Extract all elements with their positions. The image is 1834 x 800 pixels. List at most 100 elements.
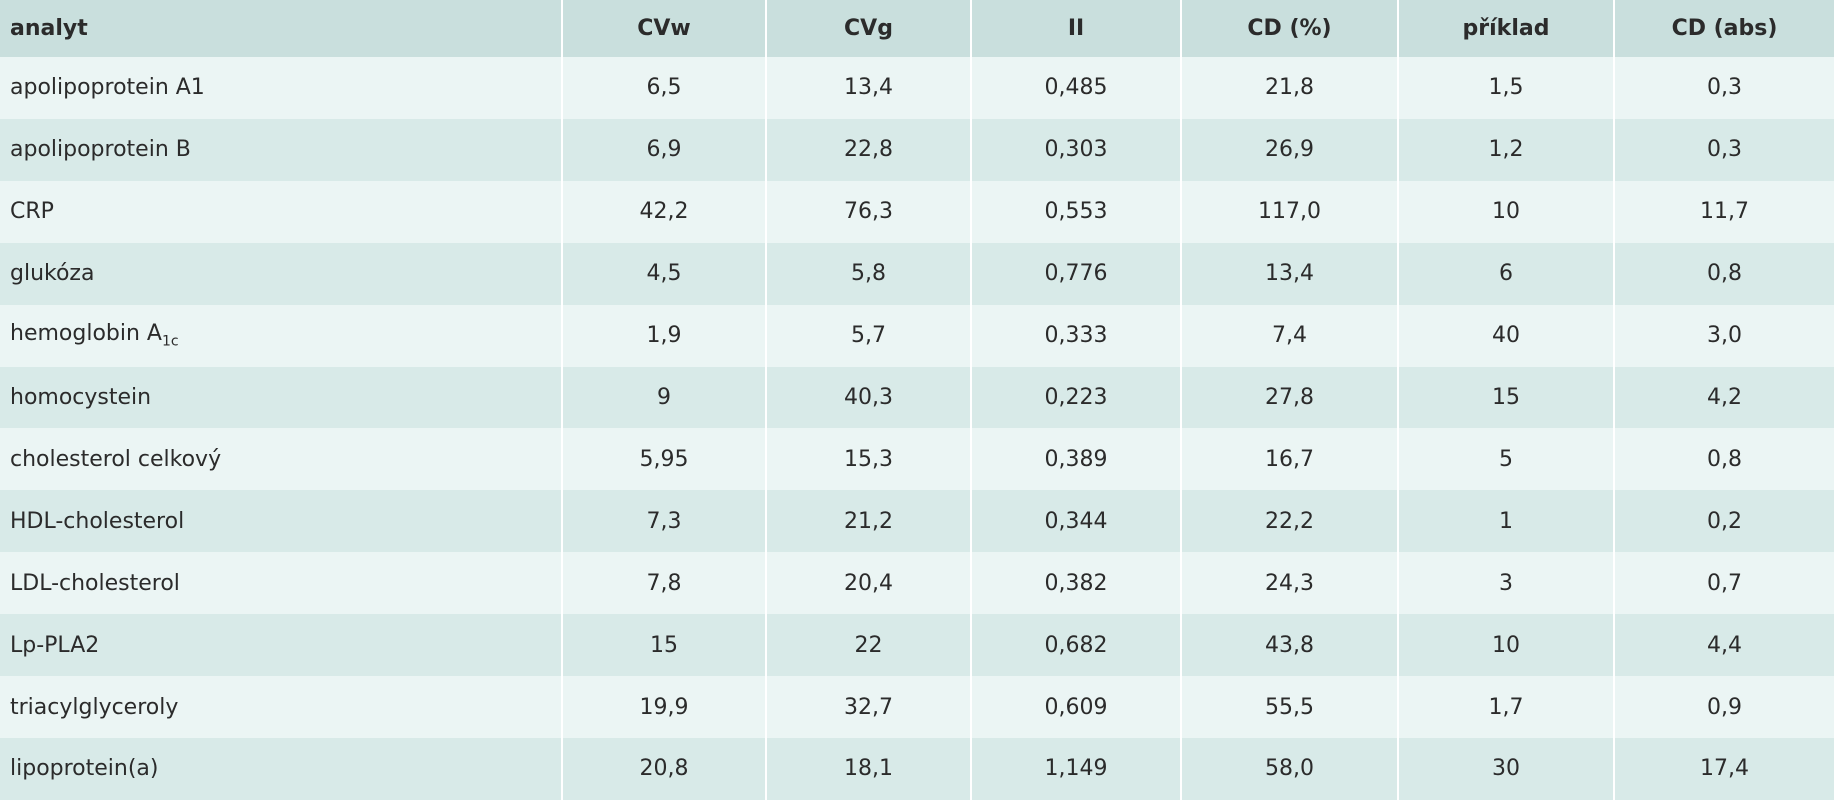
table-cell: 43,8 — [1180, 614, 1398, 677]
table-row: glukóza 4,5 5,8 0,776 13,4 6 0,8 — [0, 242, 1834, 305]
table-cell: 5,7 — [765, 304, 971, 367]
table-row: homocystein 9 40,3 0,223 27,8 15 4,2 — [0, 366, 1834, 429]
table-row: CRP 42,2 76,3 0,553 117,0 10 11,7 — [0, 180, 1834, 243]
table-cell: 1,5 — [1397, 57, 1614, 119]
table-cell: 0,3 — [1613, 118, 1834, 181]
table-cell: 6,5 — [561, 57, 766, 119]
table-row: cholesterol celkový 5,95 15,3 0,389 16,7 5 0,8 — [0, 428, 1834, 491]
table-row: apolipoprotein B 6,9 22,8 0,303 26,9 1,2 0,3 — [0, 118, 1834, 181]
table-cell: 1,7 — [1397, 676, 1614, 738]
table-cell: 0,682 — [970, 614, 1181, 677]
table-cell: 0,8 — [1613, 428, 1834, 491]
table-cell: 40 — [1397, 304, 1614, 367]
header-cell: II — [970, 0, 1181, 57]
table-cell: 4,4 — [1613, 614, 1834, 677]
table-cell: 76,3 — [765, 180, 971, 243]
table-row: apolipoprotein A1 6,5 13,4 0,485 21,8 1,5 0,3 — [0, 57, 1834, 119]
table-cell: 6 — [1397, 242, 1614, 305]
table-cell: 1,9 — [561, 304, 766, 367]
table-cell: 0,553 — [970, 180, 1181, 243]
table-cell: triacylglyceroly — [10, 694, 179, 720]
table-cell: 10 — [1397, 180, 1614, 243]
cell-text: hemoglobin A — [10, 321, 162, 347]
header-cell: CVw — [561, 0, 766, 57]
table-cell: 24,3 — [1180, 552, 1398, 615]
table-cell: 10 — [1397, 614, 1614, 677]
table-cell: HDL-cholesterol — [10, 508, 185, 534]
cell-subscript: 1c — [161, 333, 179, 350]
table-cell: 0,2 — [1613, 490, 1834, 553]
table-cell: 0,776 — [970, 242, 1181, 305]
table-cell: 17,4 — [1613, 737, 1834, 800]
table-cell: 7,3 — [561, 490, 766, 553]
table-cell: 0,9 — [1613, 676, 1834, 738]
table-cell: 1,149 — [970, 737, 1181, 800]
table-cell: 13,4 — [765, 57, 971, 119]
table-cell: 5 — [1397, 428, 1614, 491]
table-cell: CRP — [10, 199, 54, 225]
table-cell: 20,4 — [765, 552, 971, 615]
table-row: Lp-PLA2 15 22 0,682 43,8 10 4,4 — [0, 614, 1834, 677]
table-cell: 21,2 — [765, 490, 971, 553]
table-cell: 3 — [1397, 552, 1614, 615]
header-cell: příklad — [1397, 0, 1614, 57]
table-row: triacylglyceroly 19,9 32,7 0,609 55,5 1,7 0,9 — [0, 676, 1834, 738]
table-cell: 19,9 — [561, 676, 766, 738]
table-cell: 40,3 — [765, 366, 971, 429]
table-cell: 6,9 — [561, 118, 766, 181]
header-row: analyt CVw CVg II CD (%) příklad CD (abs) — [0, 0, 1834, 57]
header-cell: analyt — [10, 16, 88, 41]
table-cell: 15 — [561, 614, 766, 677]
table-cell: 0,389 — [970, 428, 1181, 491]
table-cell: Lp-PLA2 — [10, 632, 100, 658]
table-cell: 58,0 — [1180, 737, 1398, 800]
table-cell: 15 — [1397, 366, 1614, 429]
table-cell: 0,333 — [970, 304, 1181, 367]
table-cell: 9 — [561, 366, 766, 429]
header-cell: CD (abs) — [1613, 0, 1834, 57]
table-cell: 21,8 — [1180, 57, 1398, 119]
table-cell: 0,3 — [1613, 57, 1834, 119]
table-cell: homocystein — [10, 384, 152, 410]
table-cell: 0,303 — [970, 118, 1181, 181]
table-cell: 117,0 — [1180, 180, 1398, 243]
table-cell: 0,223 — [970, 366, 1181, 429]
table-cell: 1,2 — [1397, 118, 1614, 181]
table-cell: 55,5 — [1180, 676, 1398, 738]
table-cell: 20,8 — [561, 737, 766, 800]
table-cell: 15,3 — [765, 428, 971, 491]
table-cell: 0,609 — [970, 676, 1181, 738]
table-cell: 5,95 — [561, 428, 766, 491]
table-row: hemoglobin A1c 1,9 5,7 0,333 7,4 40 3,0 — [0, 304, 1834, 367]
table-cell: 0,8 — [1613, 242, 1834, 305]
table-cell: 32,7 — [765, 676, 971, 738]
table-cell: 4,2 — [1613, 366, 1834, 429]
table-cell: 1 — [1397, 490, 1614, 553]
table-row: LDL-cholesterol 7,8 20,4 0,382 24,3 3 0,7 — [0, 552, 1834, 615]
header-cell: CVg — [765, 0, 971, 57]
table-cell: 4,5 — [561, 242, 766, 305]
table-cell: cholesterol celkový — [10, 446, 222, 472]
table-row: lipoprotein(a) 20,8 18,1 1,149 58,0 30 17,4 — [0, 737, 1834, 800]
table-cell: glukóza — [10, 261, 95, 287]
header-cell: CD (%) — [1180, 0, 1398, 57]
table-row: HDL-cholesterol 7,3 21,2 0,344 22,2 1 0,2 — [0, 490, 1834, 553]
table-cell: 0,7 — [1613, 552, 1834, 615]
table-cell: 42,2 — [561, 180, 766, 243]
table-cell: apolipoprotein B — [10, 137, 191, 163]
table-cell: 7,8 — [561, 552, 766, 615]
table-cell: 11,7 — [1613, 180, 1834, 243]
table-body: apolipoprotein A1 6,5 13,4 0,485 21,8 1,5 0,3 a… — [0, 57, 1834, 800]
table-cell: 18,1 — [765, 737, 971, 800]
table-cell: 5,8 — [765, 242, 971, 305]
table-cell: 26,9 — [1180, 118, 1398, 181]
table-cell: apolipoprotein A1 — [10, 75, 205, 101]
table-cell: hemoglobin A1c — [0, 305, 562, 367]
table-cell: 0,344 — [970, 490, 1181, 553]
table-cell: 30 — [1397, 737, 1614, 800]
table-cell: 22,2 — [1180, 490, 1398, 553]
table-cell: LDL-cholesterol — [10, 570, 180, 596]
table-cell: 7,4 — [1180, 304, 1398, 367]
